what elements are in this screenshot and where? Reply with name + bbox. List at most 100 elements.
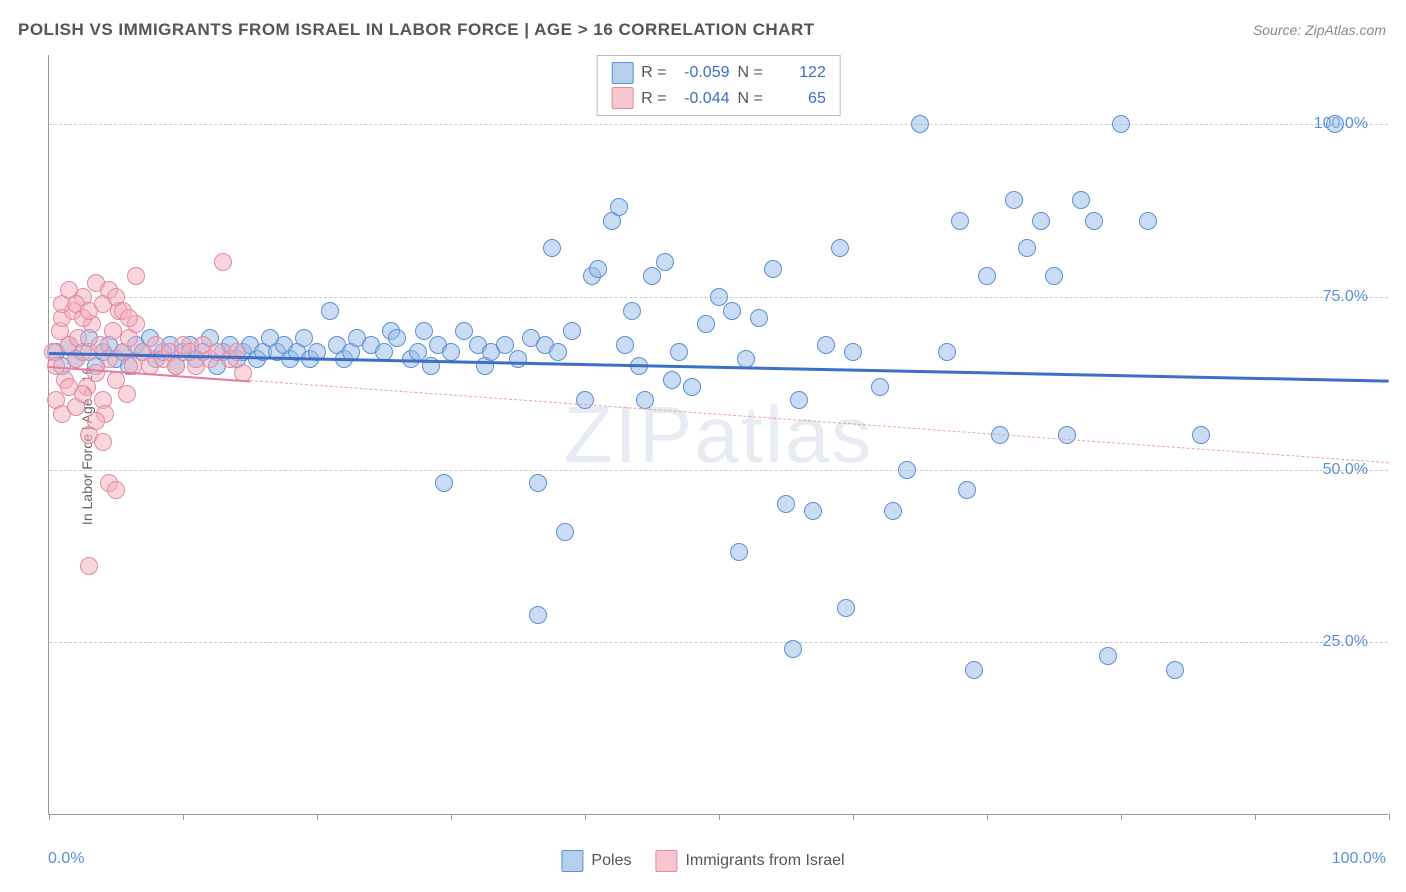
x-tick	[719, 814, 720, 820]
scatter-point	[87, 412, 105, 430]
scatter-point	[777, 495, 795, 513]
scatter-point	[549, 343, 567, 361]
scatter-point	[670, 343, 688, 361]
scatter-point	[844, 343, 862, 361]
y-tick-label: 25.0%	[1323, 633, 1368, 651]
swatch-blue-icon	[561, 850, 583, 872]
scatter-point	[723, 302, 741, 320]
scatter-point	[730, 543, 748, 561]
scatter-point	[1112, 115, 1130, 133]
scatter-point	[978, 267, 996, 285]
scatter-point	[837, 599, 855, 617]
scatter-point	[1018, 239, 1036, 257]
y-tick-label: 75.0%	[1323, 288, 1368, 306]
swatch-pink-icon	[655, 850, 677, 872]
scatter-point	[1099, 647, 1117, 665]
x-tick	[451, 814, 452, 820]
gridline	[49, 470, 1388, 471]
x-axis-end-label: 100.0%	[1332, 850, 1386, 868]
legend-item-israel: Immigrants from Israel	[655, 850, 844, 872]
scatter-point	[623, 302, 641, 320]
scatter-point	[543, 239, 561, 257]
chart-container: POLISH VS IMMIGRANTS FROM ISRAEL IN LABO…	[0, 0, 1406, 892]
r-label: R =	[641, 86, 666, 112]
scatter-point	[529, 606, 547, 624]
scatter-point	[817, 336, 835, 354]
x-tick	[317, 814, 318, 820]
n-value-poles: 122	[771, 60, 826, 86]
scatter-point	[87, 364, 105, 382]
scatter-point	[898, 461, 916, 479]
scatter-point	[1139, 212, 1157, 230]
scatter-point	[509, 350, 527, 368]
legend-bottom: Poles Immigrants from Israel	[561, 850, 844, 872]
n-label: N =	[738, 86, 763, 112]
scatter-point	[563, 322, 581, 340]
scatter-point	[764, 260, 782, 278]
scatter-point	[214, 253, 232, 271]
scatter-point	[576, 391, 594, 409]
n-value-israel: 65	[771, 86, 826, 112]
scatter-point	[1192, 426, 1210, 444]
source-attribution: Source: ZipAtlas.com	[1253, 22, 1386, 38]
scatter-point	[750, 309, 768, 327]
scatter-point	[1085, 212, 1103, 230]
scatter-point	[74, 385, 92, 403]
legend-stats-row-poles: R = -0.059 N = 122	[611, 60, 826, 86]
source-label: Source:	[1253, 22, 1305, 38]
scatter-point	[958, 481, 976, 499]
scatter-point	[656, 253, 674, 271]
scatter-point	[951, 212, 969, 230]
x-tick	[49, 814, 50, 820]
gridline	[49, 642, 1388, 643]
scatter-point	[871, 378, 889, 396]
scatter-point	[784, 640, 802, 658]
scatter-point	[1166, 661, 1184, 679]
x-tick	[987, 814, 988, 820]
scatter-point	[1072, 191, 1090, 209]
scatter-point	[321, 302, 339, 320]
x-tick	[183, 814, 184, 820]
scatter-point	[1058, 426, 1076, 444]
scatter-point	[790, 391, 808, 409]
scatter-point	[965, 661, 983, 679]
scatter-point	[663, 371, 681, 389]
scatter-point	[118, 385, 136, 403]
n-label: N =	[738, 60, 763, 86]
scatter-point	[442, 343, 460, 361]
scatter-point	[120, 309, 138, 327]
gridline	[49, 124, 1388, 125]
scatter-point	[107, 481, 125, 499]
scatter-point	[938, 343, 956, 361]
scatter-point	[804, 502, 822, 520]
r-value-israel: -0.044	[675, 86, 730, 112]
scatter-point	[831, 239, 849, 257]
r-label: R =	[641, 60, 666, 86]
scatter-point	[388, 329, 406, 347]
scatter-point	[94, 433, 112, 451]
scatter-point	[167, 357, 185, 375]
x-tick	[585, 814, 586, 820]
y-tick-label: 50.0%	[1323, 461, 1368, 479]
legend-label-poles: Poles	[591, 852, 631, 870]
scatter-point	[589, 260, 607, 278]
scatter-point	[616, 336, 634, 354]
scatter-point	[683, 378, 701, 396]
trend-line	[250, 380, 1389, 463]
scatter-point	[1032, 212, 1050, 230]
x-axis-start-label: 0.0%	[48, 850, 84, 868]
scatter-point	[556, 523, 574, 541]
scatter-point	[1045, 267, 1063, 285]
scatter-point	[610, 198, 628, 216]
legend-stats-row-israel: R = -0.044 N = 65	[611, 86, 826, 112]
swatch-blue-icon	[611, 62, 633, 84]
scatter-point	[435, 474, 453, 492]
scatter-point	[636, 391, 654, 409]
plot-area: ZIPatlas R = -0.059 N = 122 R = -0.044 N…	[48, 55, 1388, 815]
x-tick	[1389, 814, 1390, 820]
scatter-point	[884, 502, 902, 520]
scatter-point	[911, 115, 929, 133]
legend-label-israel: Immigrants from Israel	[685, 852, 844, 870]
r-value-poles: -0.059	[675, 60, 730, 86]
swatch-pink-icon	[611, 87, 633, 109]
